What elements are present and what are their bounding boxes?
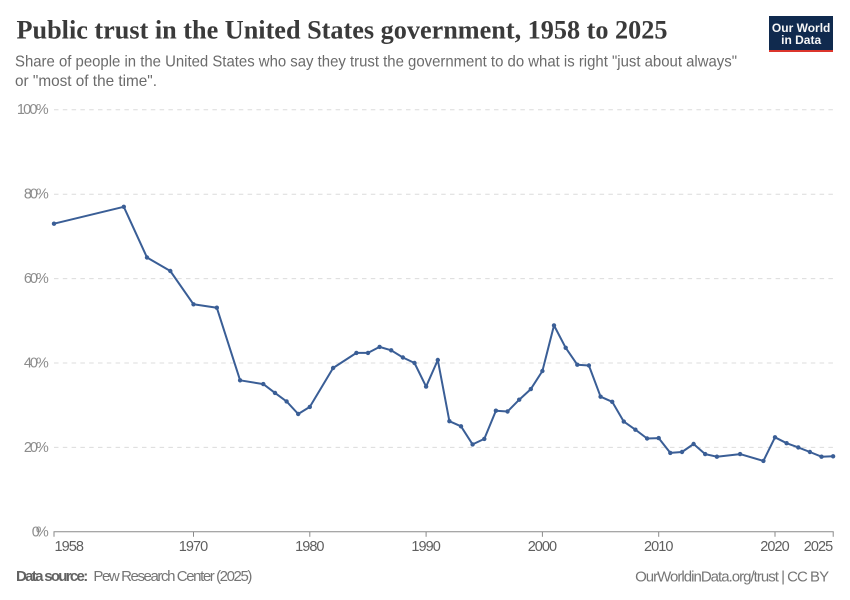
svg-text:1970: 1970 <box>179 539 208 555</box>
svg-text:1980: 1980 <box>295 539 324 555</box>
svg-text:2000: 2000 <box>528 539 557 555</box>
svg-text:20%: 20% <box>24 440 49 456</box>
svg-text:40%: 40% <box>24 355 49 371</box>
svg-text:Share of people in the United: Share of people in the United States who… <box>15 53 737 70</box>
svg-text:2010: 2010 <box>644 539 673 555</box>
svg-text:1990: 1990 <box>411 539 440 555</box>
svg-text:60%: 60% <box>24 271 49 287</box>
svg-text:100%: 100% <box>17 102 49 118</box>
svg-text:or "most of the time".: or "most of the time". <box>15 73 157 90</box>
svg-text:1958: 1958 <box>55 539 84 555</box>
svg-text:2025: 2025 <box>804 539 833 555</box>
svg-text:OurWorldinData.org/trust | CC: OurWorldinData.org/trust | CC BY <box>635 568 829 585</box>
svg-text:Data source:: Data source: <box>16 568 88 585</box>
svg-text:Pew Research Center (2025): Pew Research Center (2025) <box>93 568 252 585</box>
svg-text:2020: 2020 <box>760 539 789 555</box>
svg-text:80%: 80% <box>24 187 49 203</box>
svg-text:Public trust in the United Sta: Public trust in the United States govern… <box>17 16 668 45</box>
svg-text:0%: 0% <box>32 525 49 541</box>
